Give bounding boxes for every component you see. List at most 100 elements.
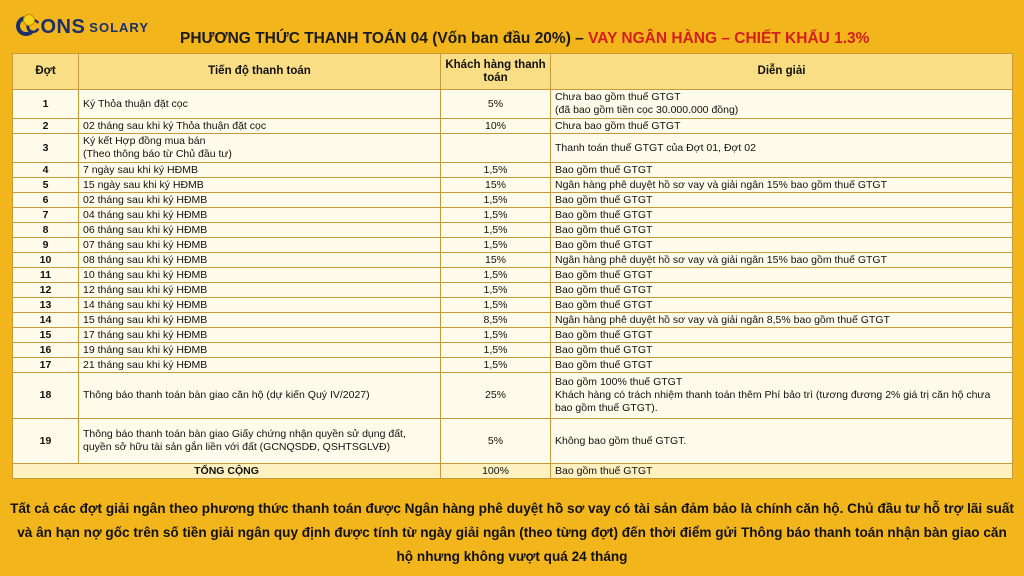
row-tien-do: Thông báo thanh toán bàn giao Giấy chứng… xyxy=(78,418,441,464)
row-dien-giai: Bao gồm thuế GTGT xyxy=(550,357,1013,373)
logo: CONS SOLARY xyxy=(14,10,149,44)
row-dot: 7 xyxy=(12,207,79,223)
row-kh-thanh-toan: 25% xyxy=(440,372,551,419)
row-dot: 15 xyxy=(12,327,79,343)
row-tien-do: 7 ngày sau khi ký HĐMB xyxy=(78,162,441,178)
row-dot: 18 xyxy=(12,372,79,419)
row-dot: 2 xyxy=(12,118,79,134)
table-row: 19 Thông báo thanh toán bàn giao Giấy chứ… xyxy=(12,418,1013,464)
row-dot: 6 xyxy=(12,192,79,208)
row-tien-do: 08 tháng sau khi ký HĐMB xyxy=(78,252,441,268)
total-kh-thanh-toan: 100% xyxy=(440,463,551,479)
row-kh-thanh-toan: 5% xyxy=(440,418,551,464)
row-kh-thanh-toan: 5% xyxy=(440,89,551,119)
row-dot: 13 xyxy=(12,297,79,313)
row-dien-giai: Bao gồm thuế GTGT xyxy=(550,192,1013,208)
row-tien-do: 04 tháng sau khi ký HĐMB xyxy=(78,207,441,223)
row-dien-giai: Bao gồm thuế GTGT xyxy=(550,267,1013,283)
row-dien-giai: Bao gồm thuế GTGT xyxy=(550,342,1013,358)
page-title: PHƯƠNG THỨC THANH TOÁN 04 (Vốn ban đầu 2… xyxy=(180,30,940,48)
row-tien-do: 19 tháng sau khi ký HĐMB xyxy=(78,342,441,358)
row-kh-thanh-toan: 1,5% xyxy=(440,342,551,358)
header-kh-thanh-toan: Khách hàng thanh toán xyxy=(440,53,551,90)
row-dot: 5 xyxy=(12,177,79,193)
row-dien-giai: Bao gồm thuế GTGT xyxy=(550,207,1013,223)
logo-brand-sub: SOLARY xyxy=(89,19,149,35)
table-row: 12 12 tháng sau khi ký HĐMB 1,5% Bao gồm th… xyxy=(12,282,1013,298)
logo-brand-main: CONS xyxy=(25,15,86,38)
row-dien-giai: Bao gồm thuế GTGT xyxy=(550,162,1013,178)
total-label: TỔNG CỘNG xyxy=(12,463,441,479)
row-dien-giai: Thanh toán thuế GTGT của Đợt 01, Đợt 02 xyxy=(550,133,1013,163)
header: CONS SOLARY PHƯƠNG THỨC THANH TOÁN 04 (V… xyxy=(0,0,1024,52)
row-kh-thanh-toan: 1,5% xyxy=(440,237,551,253)
row-dien-giai: Bao gồm thuế GTGT xyxy=(550,282,1013,298)
row-tien-do: 07 tháng sau khi ký HĐMB xyxy=(78,237,441,253)
sun-logo-icon xyxy=(14,14,36,40)
table-row: 16 19 tháng sau khi ký HĐMB 1,5% Bao gồm th… xyxy=(12,342,1013,358)
row-dot: 1 xyxy=(12,89,79,119)
table-row: 10 08 tháng sau khi ký HĐMB 15% Ngân hàng p… xyxy=(12,252,1013,268)
row-dot: 17 xyxy=(12,357,79,373)
row-dien-giai: Bao gồm thuế GTGT xyxy=(550,297,1013,313)
row-dot: 16 xyxy=(12,342,79,358)
row-dien-giai: Bao gồm thuế GTGT xyxy=(550,237,1013,253)
row-dien-giai: Ngân hàng phê duyệt hồ sơ vay và giải ng… xyxy=(550,252,1013,268)
row-dot: 10 xyxy=(12,252,79,268)
row-kh-thanh-toan: 1,5% xyxy=(440,297,551,313)
footer-note: Tất cả các đợt giải ngân theo phương thứ… xyxy=(10,501,1014,564)
row-kh-thanh-toan: 1,5% xyxy=(440,357,551,373)
row-tien-do: 06 tháng sau khi ký HĐMB xyxy=(78,222,441,238)
row-dot: 11 xyxy=(12,267,79,283)
table-row: 7 04 tháng sau khi ký HĐMB 1,5% Bao gồm thu… xyxy=(12,207,1013,223)
header-dot: Đợt xyxy=(12,53,79,90)
row-dien-giai: Chưa bao gồm thuế GTGT (đã bao gồm tiền … xyxy=(550,89,1013,119)
header-dien-giai: Diễn giải xyxy=(550,53,1013,90)
row-kh-thanh-toan: 15% xyxy=(440,252,551,268)
title-main: PHƯƠNG THỨC THANH TOÁN 04 (Vốn ban đầu 2… xyxy=(180,30,589,47)
row-dien-giai: Ngân hàng phê duyệt hồ sơ vay và giải ng… xyxy=(550,312,1013,328)
table-row: 13 14 tháng sau khi ký HĐMB 1,5% Bao gồm th… xyxy=(12,297,1013,313)
total-row: TỔNG CỘNG 100% Bao gồm thuế GTGT xyxy=(12,463,1013,479)
row-dot: 19 xyxy=(12,418,79,464)
row-dot: 8 xyxy=(12,222,79,238)
row-tien-do: 02 tháng sau khi ký HĐMB xyxy=(78,192,441,208)
row-dot: 9 xyxy=(12,237,79,253)
table-row: 9 07 tháng sau khi ký HĐMB 1,5% Bao gồm thu… xyxy=(12,237,1013,253)
row-tien-do: 14 tháng sau khi ký HĐMB xyxy=(78,297,441,313)
row-dien-giai: Bao gồm thuế GTGT xyxy=(550,327,1013,343)
row-tien-do: 21 tháng sau khi ký HĐMB xyxy=(78,357,441,373)
table-row: 17 21 tháng sau khi ký HĐMB 1,5% Bao gồm th… xyxy=(12,357,1013,373)
row-kh-thanh-toan: 1,5% xyxy=(440,222,551,238)
row-dien-giai: Không bao gồm thuế GTGT. xyxy=(550,418,1013,464)
row-kh-thanh-toan: 1,5% xyxy=(440,162,551,178)
table-row: 6 02 tháng sau khi ký HĐMB 1,5% Bao gồm thu… xyxy=(12,192,1013,208)
row-kh-thanh-toan xyxy=(440,133,551,163)
table-row: 18 Thông báo thanh toán bàn giao căn hộ (… xyxy=(12,372,1013,419)
row-tien-do: Ký Thỏa thuận đặt cọc xyxy=(78,89,441,119)
row-kh-thanh-toan: 1,5% xyxy=(440,192,551,208)
table-row: 1 Ký Thỏa thuận đặt cọc 5% Chưa bao gồm thu… xyxy=(12,89,1013,119)
table-row: 2 02 tháng sau khi ký Thỏa thuận đặt cọc 1… xyxy=(12,118,1013,134)
row-kh-thanh-toan: 1,5% xyxy=(440,282,551,298)
row-kh-thanh-toan: 1,5% xyxy=(440,207,551,223)
total-dien-giai: Bao gồm thuế GTGT xyxy=(550,463,1013,479)
row-dien-giai: Ngân hàng phê duyệt hồ sơ vay và giải ng… xyxy=(550,177,1013,193)
row-tien-do: Thông báo thanh toán bàn giao căn hộ (dự… xyxy=(78,372,441,419)
row-kh-thanh-toan: 8,5% xyxy=(440,312,551,328)
table-row: 3 Ký kết Hợp đồng mua bán (Theo thông báo… xyxy=(12,133,1013,163)
row-dien-giai: Chưa bao gồm thuế GTGT xyxy=(550,118,1013,134)
row-tien-do: 15 tháng sau khi ký HĐMB xyxy=(78,312,441,328)
row-kh-thanh-toan: 1,5% xyxy=(440,267,551,283)
table-row: 8 06 tháng sau khi ký HĐMB 1,5% Bao gồm thu… xyxy=(12,222,1013,238)
row-tien-do: 15 ngày sau khi ký HĐMB xyxy=(78,177,441,193)
row-tien-do: 10 tháng sau khi ký HĐMB xyxy=(78,267,441,283)
header-tien-do: Tiến độ thanh toán xyxy=(78,53,441,90)
row-kh-thanh-toan: 15% xyxy=(440,177,551,193)
row-dien-giai: Bao gồm 100% thuế GTGT Khách hàng có trá… xyxy=(550,372,1013,419)
row-dien-giai: Bao gồm thuế GTGT xyxy=(550,222,1013,238)
title-highlight: VAY NGÂN HÀNG – CHIẾT KHẤU 1.3% xyxy=(588,30,870,47)
row-kh-thanh-toan: 10% xyxy=(440,118,551,134)
row-dot: 4 xyxy=(12,162,79,178)
